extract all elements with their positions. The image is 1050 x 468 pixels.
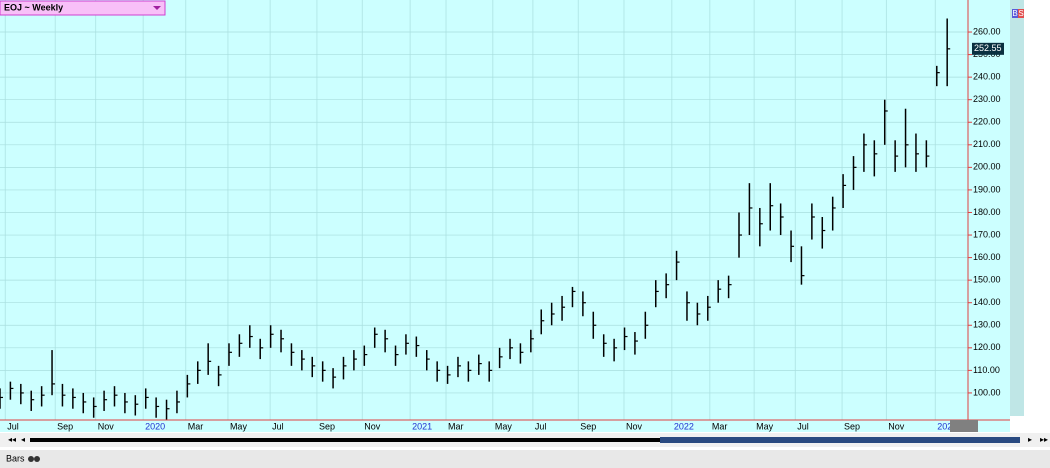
y-tick-label: 200.00 bbox=[973, 162, 1001, 172]
x-tick-label: Nov bbox=[364, 421, 381, 431]
x-tick-label: Sep bbox=[57, 421, 73, 431]
plot-bg bbox=[0, 0, 1010, 432]
last-price-box bbox=[972, 42, 1004, 55]
scroll-end-btn[interactable]: ▸▸ bbox=[1040, 435, 1048, 444]
x-tick-label: Sep bbox=[580, 421, 596, 431]
scroll-left[interactable]: ◂◂ bbox=[8, 435, 16, 444]
side-strip bbox=[1010, 0, 1024, 416]
scroll-track bbox=[30, 438, 1020, 442]
x-tick-label: Sep bbox=[319, 421, 335, 431]
scroll-step[interactable]: ◂ bbox=[21, 435, 25, 444]
bars bbox=[0, 18, 951, 420]
footer bbox=[0, 450, 1050, 468]
x-tick-label: Mar bbox=[712, 421, 728, 431]
y-tick-label: 230.00 bbox=[973, 94, 1001, 104]
x-tick-label: Mar bbox=[448, 421, 464, 431]
x-tick-label: May bbox=[756, 421, 774, 431]
y-tick-label: 210.00 bbox=[973, 139, 1001, 149]
x-tick-label: 2023 bbox=[937, 421, 957, 431]
x-tick-label: 2022 bbox=[674, 421, 694, 431]
footer-tab[interactable]: Bars bbox=[6, 453, 25, 463]
y-tick-label: 120.00 bbox=[973, 342, 1001, 352]
x-tick-label: 2021 bbox=[412, 421, 432, 431]
y-tick-label: 140.00 bbox=[973, 297, 1001, 307]
x-tick-label: Jul bbox=[535, 421, 547, 431]
y-tick-label: 160.00 bbox=[973, 252, 1001, 262]
y-tick-label: 170.00 bbox=[973, 229, 1001, 239]
scroll-thumb[interactable] bbox=[660, 437, 1020, 443]
y-tick-label: 190.00 bbox=[973, 184, 1001, 194]
sell-label: S bbox=[1018, 9, 1023, 18]
x-tick-label: Mar bbox=[188, 421, 204, 431]
y-tick-label: 180.00 bbox=[973, 207, 1001, 217]
x-tick-label: Nov bbox=[626, 421, 643, 431]
x-tick-label: Nov bbox=[98, 421, 115, 431]
x-tick-label: Nov bbox=[888, 421, 905, 431]
title-box[interactable] bbox=[0, 0, 166, 16]
x-tick-label: May bbox=[230, 421, 248, 431]
y-tick-label: 220.00 bbox=[973, 117, 1001, 127]
y-tick-label: 130.00 bbox=[973, 320, 1001, 330]
y-tick-label: 240.00 bbox=[973, 72, 1001, 82]
footer-icon bbox=[28, 456, 34, 462]
scroll-right[interactable]: ▸ bbox=[1028, 435, 1032, 444]
x-tick-label: Sep bbox=[844, 421, 860, 431]
y-tick-label: 100.00 bbox=[973, 387, 1001, 397]
x-tick-label: Jul bbox=[797, 421, 809, 431]
y-tick-label: 260.00 bbox=[973, 26, 1001, 36]
sell-button[interactable] bbox=[1018, 9, 1024, 18]
y-tick-label: 110.00 bbox=[973, 365, 1000, 375]
buy-button[interactable] bbox=[1012, 9, 1018, 18]
chart-title: EOJ ~ Weekly bbox=[4, 2, 63, 12]
grid bbox=[0, 0, 968, 420]
x-tick-label: May bbox=[495, 421, 513, 431]
y-tick-label: 150.00 bbox=[973, 275, 1001, 285]
axes: 100.00 110.00 120.00 130.00 140.00 150.00 160.… bbox=[7, 26, 1004, 431]
buy-label: B bbox=[1012, 9, 1017, 18]
x-tick-label: 2020 bbox=[145, 421, 165, 431]
last-price-label: 252.55 bbox=[974, 43, 1002, 53]
scroll-end bbox=[950, 420, 978, 432]
footer-icon bbox=[34, 456, 40, 462]
x-tick-label: Jul bbox=[272, 421, 284, 431]
dropdown-arrow[interactable] bbox=[153, 6, 161, 10]
x-tick-label: Jul bbox=[7, 421, 19, 431]
